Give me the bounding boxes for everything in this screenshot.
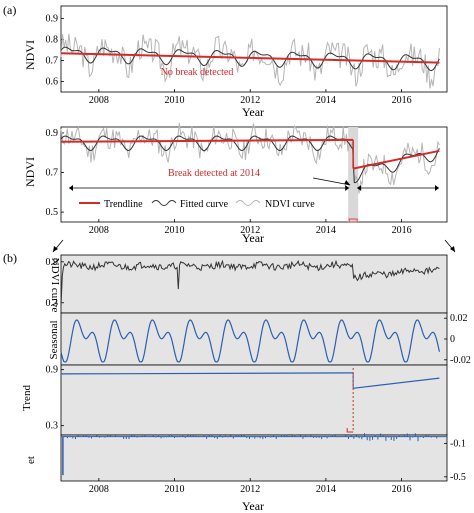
b-xlabel: Year — [242, 499, 264, 513]
a1-ytick-label-1: 0.7 — [46, 56, 59, 67]
a2-series-fitted — [60, 135, 440, 184]
a2-span-arrowhead-1 — [345, 185, 350, 191]
b1-ytick-label-1: 0 — [450, 334, 455, 345]
a2-ytick-label-1: 0.7 — [46, 168, 59, 179]
b3-ytick-label-0: -0.1 — [450, 438, 466, 449]
b-seasonal-curve — [60, 319, 440, 363]
a2-xtick-label-3: 2014 — [316, 225, 336, 236]
a1-ytick-label-2: 0.8 — [46, 35, 59, 46]
a1-ytick-label-3: 0.9 — [46, 14, 59, 25]
b3-xtick-label-3: 2014 — [316, 484, 336, 495]
a2-ytick-label-2: 0.9 — [46, 128, 59, 139]
chart-a1: 2008 2010 2012 2014 2016 0.6 0.7 0.8 0.9 — [46, 5, 448, 106]
a1-xtick-label-0: 2008 — [89, 95, 109, 106]
panel-label-b: (b) — [3, 251, 17, 265]
b-ylabel-2: Trend — [21, 385, 33, 411]
b-ylabel-1: Seasonal — [48, 320, 60, 359]
a2-trend-seg-0 — [60, 138, 354, 143]
b-trend-seg-1 — [353, 377, 440, 389]
b0-ytick-label-0: 0.3 — [46, 298, 59, 309]
legend-fitted: Fitted curve — [180, 199, 229, 210]
a1-series-trend — [60, 52, 440, 64]
a1-ylabel: NDVI — [23, 40, 37, 70]
b3-xtick-label-2: 2012 — [240, 484, 260, 495]
a2-pointer-arrowhead — [344, 180, 351, 185]
zoom-arrowhead-right — [450, 246, 455, 252]
a1-series-ndvi — [60, 33, 440, 89]
b0-ytick-label-1: 0.9 — [46, 257, 59, 268]
a2-break-marker — [348, 218, 358, 223]
a2-series-ndvi — [60, 122, 440, 194]
b3-ytick-label-1: -0.5 — [450, 472, 466, 483]
a2-span-arrowhead-2 — [357, 185, 362, 191]
a2-xtick-label-4: 2016 — [392, 225, 412, 236]
a1-annotation: No break detected — [161, 67, 234, 78]
a2-ytick-label-0: 0.5 — [46, 207, 59, 218]
a1-series-fitted — [60, 46, 440, 72]
b3-xtick-label-0: 2008 — [89, 484, 109, 495]
a2-annotation: Break detected at 2014 — [168, 168, 260, 179]
panel-label-a: (a) — [3, 3, 16, 17]
a2-span-arrowhead-3 — [435, 185, 439, 191]
b1-bg — [61, 313, 447, 365]
a2-xtick-label-1: 2010 — [165, 225, 185, 236]
b1-ytick-label-0: -0.02 — [450, 355, 471, 366]
b-trend-seg-0 — [60, 372, 354, 375]
b2-ytick-label-0: 0.3 — [46, 421, 59, 432]
b2-bg — [61, 365, 447, 435]
a2-xlabel: Year — [242, 231, 264, 245]
chart-b: 0.3 0.9 -0.02 0 0.02 0.3 0.9 2008 2010 2012 2014 20… — [46, 254, 471, 495]
a1-xtick-label-3: 2014 — [316, 95, 336, 106]
legend-trendline: Trendline — [104, 199, 143, 210]
a2-xtick-label-0: 2008 — [89, 225, 109, 236]
legend-ndvi: NDVI curve — [265, 199, 315, 210]
a1-xtick-label-2: 2012 — [240, 95, 260, 106]
a2-span-arrowhead-0 — [69, 185, 73, 191]
a2-trend-seg-1 — [352, 149, 440, 170]
a2-ylabel: NDVI — [23, 157, 37, 187]
chart-a2: 2008 2010 2012 2014 2016 0.5 0.7 0.9 — [46, 122, 456, 253]
b3-xtick-label-1: 2010 — [165, 484, 185, 495]
b3-frame — [60, 434, 448, 482]
a1-frame — [60, 5, 448, 93]
a1-xtick-label-4: 2016 — [392, 95, 412, 106]
zoom-arrowhead-left — [53, 246, 58, 252]
a2-xtick-label-2: 2012 — [240, 225, 260, 236]
b-break-foot — [346, 428, 354, 433]
b-ylabel-3: et — [25, 456, 37, 464]
a2-break-band — [348, 127, 359, 222]
a2-pointer-arrow — [313, 177, 351, 186]
b-ndvi-curve — [60, 259, 440, 307]
a1-xlabel: Year — [242, 105, 264, 119]
a1-ytick-label-0: 0.6 — [46, 77, 59, 88]
a2-legend: Trendline Fitted curve NDVI curve — [76, 195, 336, 211]
b3-bg — [61, 435, 447, 481]
b2-ytick-label-1: 0.9 — [46, 365, 59, 376]
a1-xtick-label-1: 2010 — [165, 95, 185, 106]
b1-ytick-label-2: 0.02 — [450, 313, 468, 324]
b-ylabel-0: NDVI curve — [49, 258, 61, 313]
b3-xtick-label-4: 2016 — [392, 484, 412, 495]
